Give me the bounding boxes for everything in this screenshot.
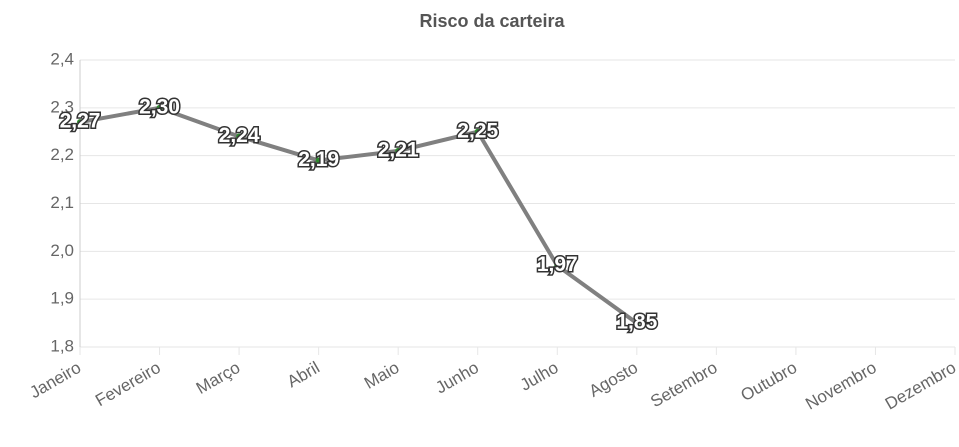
series-line: [79, 105, 638, 325]
x-tick-label: Janeiro: [26, 358, 84, 402]
x-tick-label: Julho: [517, 358, 562, 395]
value-label: 2,27: [60, 110, 101, 133]
x-tick-label: Dezembro: [882, 358, 959, 414]
x-tick-label: Maio: [361, 358, 402, 393]
point: [77, 119, 83, 126]
y-tick-label: 1,8: [50, 336, 74, 355]
value-label: 1,85: [616, 311, 657, 334]
value-label: 2,21: [378, 138, 419, 161]
point: [236, 133, 243, 140]
point: [156, 104, 163, 111]
y-tick-label: 2,0: [50, 241, 74, 260]
value-label: 1,97: [537, 253, 578, 276]
x-tick-label: Outubro: [737, 358, 800, 405]
x-tick-label: Setembro: [647, 358, 720, 411]
x-tick-label: Fevereiro: [92, 358, 164, 410]
y-tick-label: 2,4: [50, 49, 74, 68]
y-tick-label: 2,2: [50, 145, 74, 164]
y-tick-label: 2,3: [50, 97, 74, 116]
point: [474, 128, 481, 135]
y-tick-label: 1,9: [50, 289, 74, 308]
x-tick-label: Março: [193, 358, 243, 398]
point: [315, 157, 322, 164]
x-tick-label: Abril: [284, 358, 323, 391]
point: [554, 262, 561, 269]
chart-title: Risco da carteira: [419, 11, 565, 31]
y-tick-label: 2,1: [50, 193, 74, 212]
value-label: 2,30: [139, 95, 180, 118]
x-tick-label: Junho: [432, 358, 482, 398]
point: [395, 147, 402, 154]
value-label: 2,19: [298, 148, 339, 171]
point: [633, 320, 640, 327]
x-tick-label: Agosto: [586, 358, 641, 401]
value-label: 2,24: [219, 124, 260, 147]
x-tick-label: Novembro: [802, 358, 879, 414]
value-label: 2,25: [457, 119, 498, 142]
